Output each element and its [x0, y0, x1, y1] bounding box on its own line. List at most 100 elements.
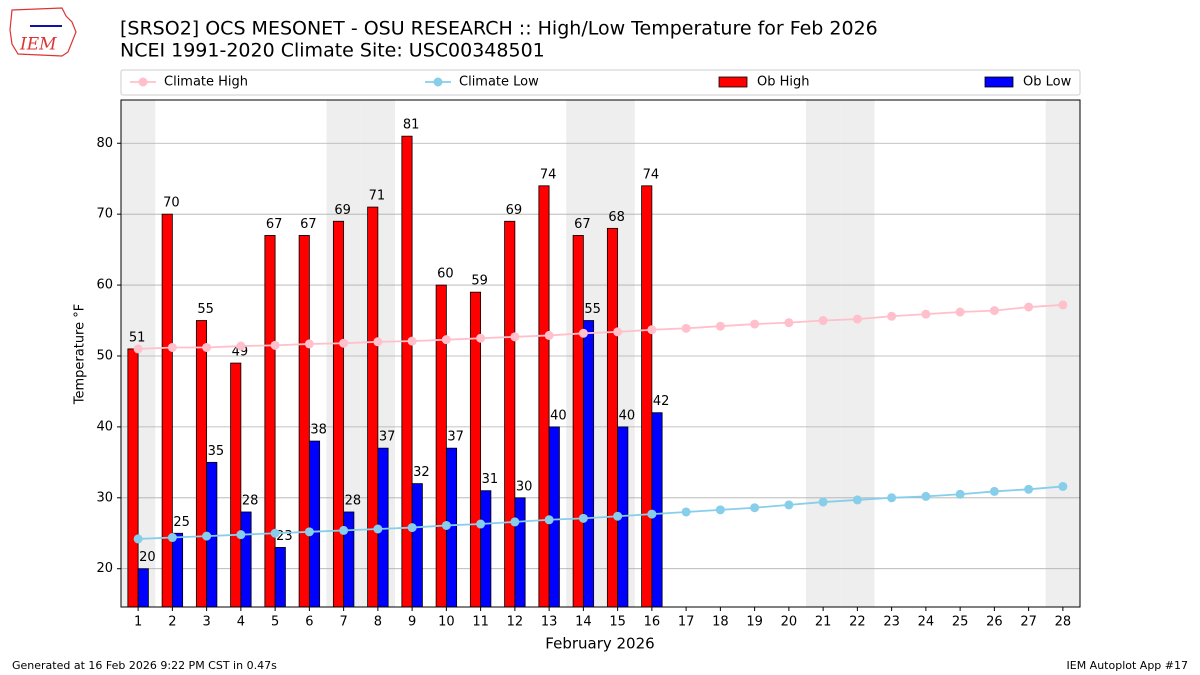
climate-point — [578, 328, 588, 338]
x-tick-label: 15 — [609, 615, 626, 630]
climate-point — [167, 342, 177, 352]
bar-value-label: 69 — [334, 203, 351, 218]
legend-box — [120, 69, 1081, 96]
climate-point — [407, 336, 417, 346]
bar — [240, 511, 252, 608]
climate-point — [407, 523, 417, 533]
x-tick-label: 19 — [746, 615, 763, 630]
climate-point — [544, 330, 554, 340]
x-tick-label: 26 — [986, 615, 1003, 630]
plot-frame — [120, 99, 1081, 608]
bar-value-label: 42 — [653, 394, 670, 409]
climate-line — [138, 304, 1063, 350]
x-tick-label: 9 — [408, 615, 416, 630]
legend-marker — [138, 77, 148, 87]
climate-point — [202, 342, 212, 352]
bar — [298, 235, 310, 608]
bar-value-label: 38 — [310, 423, 327, 438]
climate-point — [1024, 484, 1034, 494]
x-tick-label: 3 — [202, 615, 210, 630]
climate-point — [955, 307, 965, 317]
bar — [641, 185, 653, 608]
bar-value-label: 67 — [300, 217, 317, 232]
climate-point — [955, 489, 965, 499]
climate-point — [784, 500, 794, 510]
climate-point — [578, 513, 588, 523]
x-tick-label: 23 — [883, 615, 900, 630]
climate-point — [852, 495, 862, 505]
bar-value-label: 55 — [584, 302, 601, 317]
bar-value-label: 68 — [608, 210, 625, 225]
climate-point — [921, 491, 931, 501]
x-tick-label: 8 — [374, 615, 382, 630]
y-tick-label: 70 — [96, 207, 113, 222]
bar-value-label: 32 — [413, 465, 430, 480]
bar-value-label: 67 — [266, 217, 283, 232]
x-tick-label: 11 — [472, 615, 489, 630]
y-tick-label: 80 — [96, 136, 113, 151]
climate-point — [784, 318, 794, 328]
bar-value-label: 25 — [173, 515, 190, 530]
x-tick-label: 25 — [952, 615, 969, 630]
x-tick-label: 22 — [849, 615, 866, 630]
climate-point — [852, 314, 862, 324]
climate-point — [818, 316, 828, 326]
x-tick-label: 24 — [918, 615, 935, 630]
climate-point — [544, 515, 554, 525]
legend-label: Ob High — [757, 75, 810, 90]
climate-point — [339, 525, 349, 535]
weekend-shade — [806, 100, 841, 607]
climate-line — [138, 485, 1063, 540]
bar-value-label: 20 — [139, 550, 156, 565]
x-tick-label: 27 — [1020, 615, 1037, 630]
climate-point — [476, 333, 486, 343]
climate-point — [887, 311, 897, 321]
climate-point — [167, 533, 177, 543]
bar — [435, 284, 447, 608]
chart-title: [SRSO2] OCS MESONET - OSU RESEARCH :: Hi… — [120, 18, 878, 40]
climate-point — [989, 486, 999, 496]
bar-value-label: 35 — [208, 444, 225, 459]
x-tick-label: 20 — [781, 615, 798, 630]
bar-value-label: 81 — [403, 118, 420, 133]
climate-point — [339, 338, 349, 348]
bar-value-label: 74 — [540, 167, 557, 182]
bar — [480, 490, 492, 608]
x-tick-label: 21 — [815, 615, 832, 630]
bar-value-label: 28 — [345, 493, 362, 508]
bar-value-label: 69 — [506, 203, 523, 218]
bar-value-label: 28 — [242, 493, 259, 508]
bar — [582, 320, 595, 608]
bar — [127, 348, 139, 608]
climate-point — [236, 530, 246, 540]
x-tick-label: 17 — [678, 615, 695, 630]
logo: IEM — [9, 7, 77, 57]
climate-point — [613, 511, 623, 521]
climate-point — [715, 321, 725, 331]
climate-point — [202, 531, 212, 541]
climate-point — [921, 309, 931, 319]
bar — [401, 135, 413, 608]
x-tick-label: 4 — [237, 615, 245, 630]
climate-point — [647, 509, 657, 519]
legend-label: Climate Low — [459, 75, 539, 90]
bar-value-label: 40 — [619, 408, 636, 423]
climate-point — [270, 340, 280, 350]
x-tick-label: 18 — [712, 615, 729, 630]
x-tick-label: 2 — [168, 615, 176, 630]
climate-point — [441, 520, 451, 530]
climate-point — [750, 503, 760, 513]
x-tick-label: 1 — [134, 615, 142, 630]
legend-swatch — [718, 76, 748, 88]
climate-point — [647, 325, 657, 335]
weekend-shade — [840, 100, 875, 607]
bar — [606, 227, 619, 608]
bar-value-label: 60 — [437, 267, 454, 282]
climate-point — [373, 337, 383, 347]
weekend-shade — [1045, 100, 1080, 607]
y-tick-label: 50 — [96, 348, 113, 363]
climate-point — [613, 327, 623, 337]
x-tick-label: 10 — [438, 615, 455, 630]
climate-point — [476, 519, 486, 529]
bar — [195, 320, 208, 608]
